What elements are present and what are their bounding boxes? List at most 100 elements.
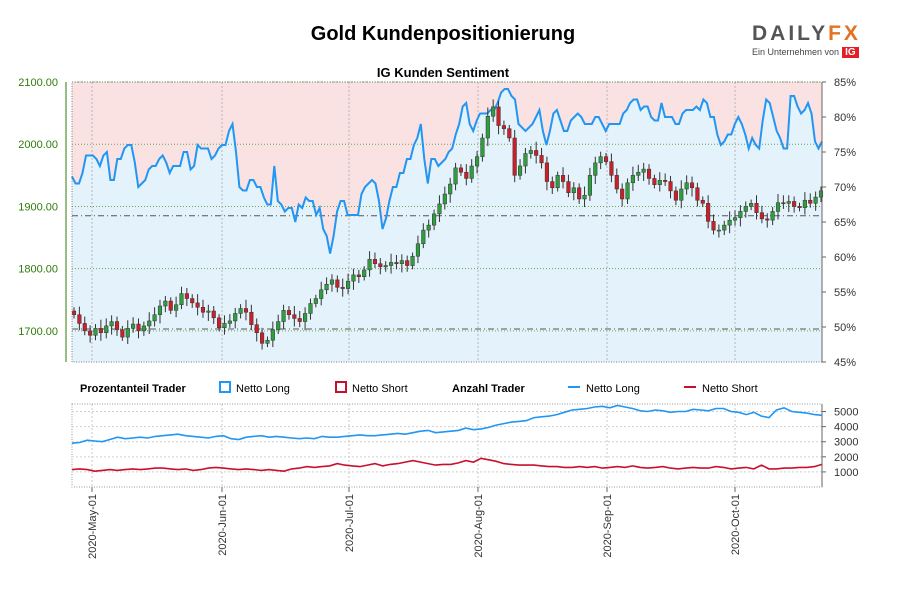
- candle-body: [432, 213, 437, 226]
- candle-body: [700, 199, 705, 204]
- candle-body: [147, 320, 152, 327]
- candle-body: [109, 321, 114, 327]
- count-tick-label: 3000: [834, 437, 858, 449]
- candle-body: [410, 255, 415, 266]
- candle-body: [603, 156, 609, 162]
- candle-body: [157, 305, 163, 315]
- candle-body: [249, 311, 254, 325]
- candle-body: [292, 314, 297, 319]
- candle-body: [174, 304, 179, 311]
- candle-body: [437, 203, 442, 215]
- candle-body: [405, 260, 410, 266]
- candle-body: [496, 106, 501, 126]
- count-long-line: [71, 404, 823, 444]
- candle-body: [243, 308, 249, 313]
- candle-body: [630, 175, 635, 184]
- candle-body: [695, 187, 700, 201]
- candle-body: [82, 323, 87, 332]
- subplot-title: IG Kunden Sentiment: [377, 65, 510, 80]
- candle-body: [335, 279, 340, 288]
- count-short-line: [71, 457, 823, 473]
- candle-body: [480, 137, 485, 157]
- candle-body: [749, 203, 754, 207]
- candle-body: [512, 137, 517, 176]
- candle-body: [485, 115, 490, 139]
- candle-body: [732, 217, 738, 221]
- x-tick-label: 2020-Sep-01: [602, 494, 614, 558]
- x-tick-label: 2020-Aug-01: [473, 494, 485, 558]
- candle-body: [276, 321, 281, 330]
- candle-body: [281, 310, 286, 322]
- legend-pct-title: Prozentanteil Trader: [80, 383, 186, 395]
- candle-body: [270, 329, 275, 341]
- candle-body: [346, 280, 351, 289]
- sentiment-tick-label: 60%: [834, 252, 856, 264]
- candle-body: [501, 125, 506, 129]
- legend-pct-long-label: Netto Long: [236, 383, 290, 395]
- candle-body: [362, 269, 367, 278]
- candle-body: [577, 187, 582, 200]
- candle-body: [593, 162, 598, 176]
- candle-body: [646, 168, 652, 179]
- candle-body: [722, 224, 727, 231]
- candle-body: [679, 188, 684, 201]
- candle-body: [286, 310, 292, 315]
- candle-body: [340, 287, 345, 289]
- candle-body: [394, 262, 399, 264]
- candle-body: [125, 328, 130, 338]
- candle-body: [120, 329, 125, 338]
- candle-body: [808, 199, 813, 204]
- candle-body: [566, 181, 571, 194]
- candle-body: [114, 321, 120, 330]
- candle-body: [152, 314, 157, 322]
- candle-body: [668, 181, 673, 192]
- price-tick-label: 1900.00: [18, 201, 58, 213]
- candle-body: [200, 306, 206, 313]
- candle-body: [560, 175, 566, 182]
- candle-body: [625, 182, 630, 200]
- count-panel-frame: [71, 403, 823, 488]
- candle-body: [550, 181, 555, 189]
- candle-body: [534, 150, 539, 156]
- sentiment-tick-label: 50%: [834, 322, 856, 334]
- candle-body: [233, 313, 238, 322]
- candle-body: [131, 323, 136, 329]
- candle-body: [308, 303, 313, 314]
- candle-body: [265, 339, 270, 344]
- candle-body: [716, 229, 721, 232]
- candle-body: [620, 188, 625, 200]
- count-tick-label: 5000: [834, 407, 858, 419]
- candle-body: [217, 317, 222, 329]
- candle-body: [206, 310, 211, 313]
- candle-body: [598, 156, 603, 164]
- candle-body: [238, 308, 243, 314]
- candle-body: [727, 219, 732, 226]
- legend-pct-short-swatch: [335, 381, 347, 393]
- x-tick-label: 2020-Oct-01: [730, 494, 742, 555]
- candle-body: [813, 196, 818, 204]
- price-tick-label: 2000.00: [18, 139, 58, 151]
- candle-body: [351, 274, 356, 282]
- legend-pct-long-swatch: [219, 381, 231, 393]
- candle-body: [673, 190, 678, 201]
- candle-body: [297, 318, 302, 322]
- sentiment-tick-label: 70%: [834, 182, 856, 194]
- price-tick-label: 1700.00: [18, 326, 58, 338]
- candle-body: [442, 193, 447, 205]
- candle-body: [539, 155, 544, 164]
- candle-body: [453, 167, 458, 185]
- ig-badge: IG: [842, 47, 859, 58]
- candle-body: [98, 328, 103, 334]
- logo-wordmark: DAILYFX: [752, 22, 861, 45]
- candle-body: [754, 203, 759, 213]
- candle-body: [507, 128, 512, 139]
- candle-body: [136, 323, 141, 332]
- candle-body: [684, 182, 689, 190]
- candle-body: [652, 178, 657, 185]
- x-tick-label: 2020-Jul-01: [344, 494, 356, 552]
- candle-body: [77, 314, 82, 324]
- candle-body: [93, 328, 98, 336]
- sentiment-tick-label: 45%: [834, 357, 856, 369]
- candle-body: [458, 167, 463, 173]
